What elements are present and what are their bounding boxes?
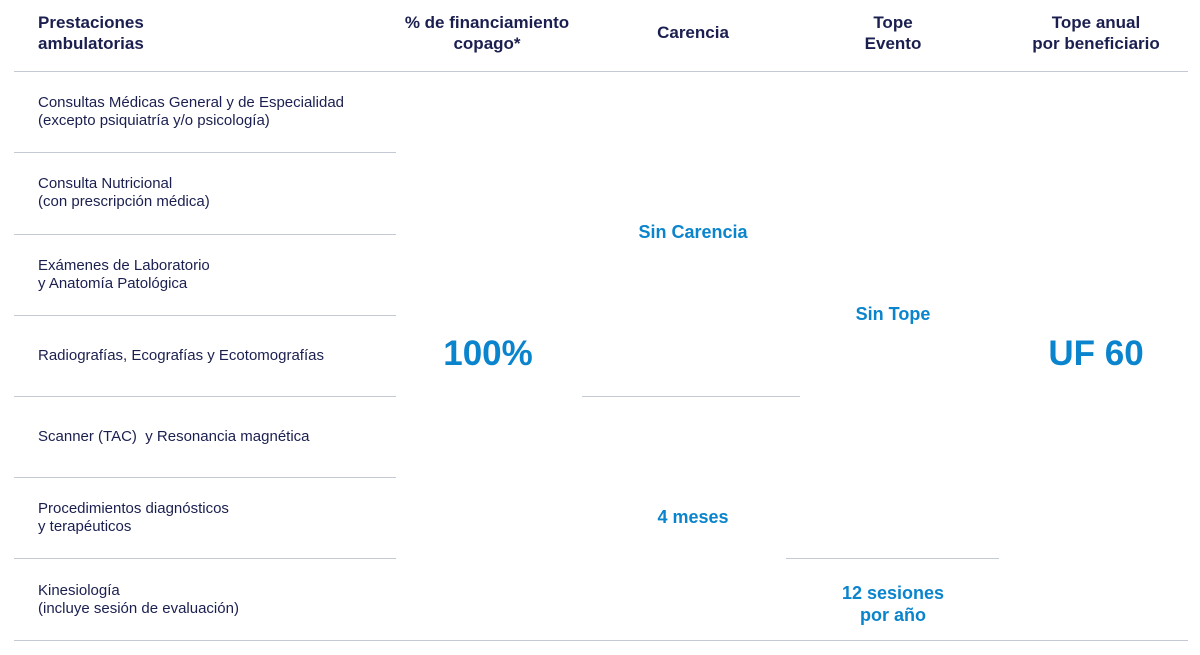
- header-tope-evento: Tope Evento: [864, 13, 922, 53]
- table-row: Scanner (TAC) y Resonancia magnética: [38, 427, 310, 445]
- header-financiamiento: % de financiamiento copago*: [404, 13, 570, 53]
- row-divider: [14, 152, 396, 153]
- carencia-value-1: Sin Carencia: [638, 222, 748, 242]
- header-prestaciones: Prestaciones ambulatorias: [38, 13, 144, 53]
- table-row: Procedimientos diagnósticos y terapéutic…: [38, 499, 229, 535]
- table-row: Consultas Médicas General y de Especiali…: [38, 93, 344, 129]
- row-divider: [14, 396, 396, 397]
- bottom-divider: [14, 640, 1188, 641]
- row-divider: [14, 315, 396, 316]
- carencia-value-2: 4 meses: [657, 507, 729, 527]
- header-divider: [14, 71, 1188, 72]
- header-carencia: Carencia: [657, 23, 729, 42]
- carencia-divider: [582, 396, 800, 397]
- row-divider: [14, 477, 396, 478]
- tope-evento-value-1: Sin Tope: [855, 304, 931, 324]
- row-divider: [14, 234, 396, 235]
- financiamiento-value: 100%: [443, 334, 533, 373]
- row-divider: [14, 558, 396, 559]
- tope-evento-value-2: 12 sesiones por año: [841, 583, 945, 625]
- table-row: Consulta Nutricional (con prescripción m…: [38, 174, 210, 210]
- table-row: Radiografías, Ecografías y Ecotomografía…: [38, 346, 324, 364]
- tope-anual-value: UF 60: [1048, 334, 1144, 373]
- tope-evento-divider: [786, 558, 999, 559]
- table-row: Kinesiología (incluye sesión de evaluaci…: [38, 581, 239, 617]
- header-tope-anual: Tope anual por beneficiario: [1032, 13, 1160, 53]
- table-row: Exámenes de Laboratorio y Anatomía Patol…: [38, 256, 210, 292]
